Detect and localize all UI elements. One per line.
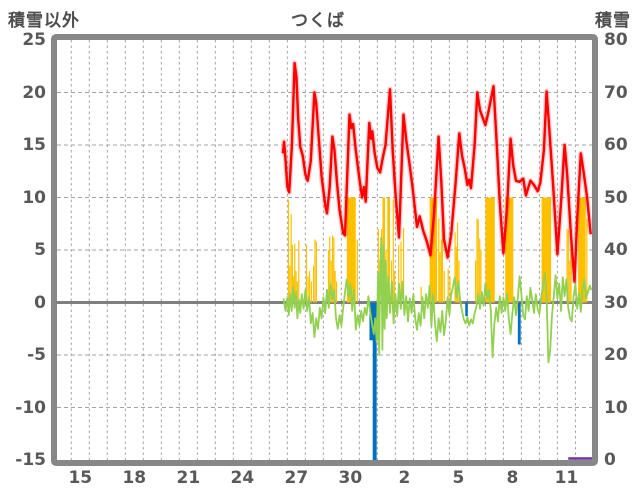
orange-bar bbox=[477, 219, 479, 303]
orange-bar bbox=[295, 271, 297, 303]
orange-bar bbox=[310, 281, 312, 303]
orange-bar bbox=[330, 260, 332, 303]
orange-bar bbox=[485, 197, 495, 303]
x-axis-tick-label: 11 bbox=[554, 468, 579, 488]
x-axis-tick-label: 30 bbox=[338, 468, 363, 488]
orange-bar bbox=[566, 229, 568, 303]
orange-bar bbox=[312, 265, 315, 303]
orange-bar bbox=[443, 271, 445, 303]
left-axis-tick-label: -10 bbox=[15, 397, 46, 418]
orange-bar bbox=[441, 223, 444, 303]
chart-frame bbox=[51, 34, 598, 466]
orange-bar bbox=[505, 197, 514, 303]
orange-bar bbox=[586, 218, 588, 303]
orange-bar bbox=[474, 260, 477, 303]
x-axis-tick-label: 8 bbox=[506, 468, 519, 488]
orange-bar bbox=[329, 236, 331, 303]
orange-bar bbox=[439, 252, 441, 303]
orange-bar bbox=[455, 246, 457, 303]
orange-bar bbox=[476, 218, 478, 303]
green-series-line bbox=[282, 236, 592, 364]
orange-bar bbox=[298, 240, 300, 303]
orange-bar bbox=[402, 227, 405, 303]
orange-bar bbox=[392, 199, 394, 303]
orange-bar bbox=[569, 260, 571, 303]
right-axis-tick-label: 40 bbox=[604, 240, 628, 260]
orange-bar bbox=[387, 197, 390, 303]
right-axis-tick-label: 60 bbox=[604, 135, 628, 155]
orange-bar bbox=[440, 239, 442, 303]
red-series-line bbox=[281, 61, 592, 283]
orange-bar bbox=[420, 286, 422, 303]
orange-bar bbox=[287, 199, 290, 303]
orange-bar bbox=[377, 229, 379, 303]
orange-bar bbox=[289, 265, 291, 303]
orange-bar bbox=[570, 234, 572, 303]
blue-bar bbox=[465, 302, 468, 317]
x-axis-tick-label: 24 bbox=[230, 468, 255, 488]
orange-bar bbox=[307, 276, 309, 303]
orange-bar bbox=[456, 222, 459, 303]
left-axis-tick-label: 5 bbox=[34, 240, 46, 260]
orange-bar bbox=[438, 218, 440, 303]
blue-bar bbox=[372, 302, 377, 461]
right-axis-tick-label: 20 bbox=[604, 345, 628, 365]
orange-bar bbox=[308, 271, 311, 303]
orange-bar bbox=[333, 237, 335, 303]
right-axis-tick-label: 10 bbox=[604, 397, 628, 418]
x-axis-tick-label: 18 bbox=[122, 468, 147, 488]
orange-bar bbox=[294, 243, 296, 303]
orange-bar bbox=[314, 239, 316, 303]
left-axis-tick-label: 0 bbox=[34, 292, 46, 313]
orange-bar bbox=[479, 238, 481, 303]
orange-bar bbox=[449, 276, 451, 303]
left-axis-tick-label: 20 bbox=[22, 82, 46, 103]
orange-bar bbox=[332, 235, 334, 303]
orange-bar bbox=[578, 197, 586, 303]
orange-bar bbox=[346, 197, 356, 303]
orange-bar bbox=[429, 197, 438, 303]
orange-bar bbox=[541, 197, 552, 303]
blue-bar bbox=[517, 302, 521, 345]
right-axis-title: 積雪 bbox=[595, 11, 631, 31]
left-axis-tick-label: -15 bbox=[15, 450, 46, 470]
orange-bar bbox=[315, 241, 318, 303]
orange-bar bbox=[400, 241, 402, 303]
orange-bar bbox=[296, 281, 298, 303]
right-axis-tick-label: 80 bbox=[604, 30, 628, 50]
left-axis-tick-label: 25 bbox=[22, 30, 46, 50]
orange-bar bbox=[305, 244, 308, 303]
right-axis-tick-label: 70 bbox=[604, 82, 628, 103]
x-axis-tick-label: 21 bbox=[176, 468, 201, 488]
left-axis-title: 積雪以外 bbox=[8, 11, 80, 31]
orange-bar bbox=[454, 232, 456, 303]
left-axis-tick-label: -5 bbox=[27, 345, 46, 365]
right-axis-tick-label: 50 bbox=[604, 187, 628, 208]
x-axis-tick-label: 27 bbox=[284, 468, 309, 488]
orange-bar bbox=[335, 281, 338, 303]
left-axis-tick-label: 10 bbox=[22, 187, 46, 208]
right-axis-tick-label: 0 bbox=[604, 450, 616, 470]
left-axis-tick-label: 15 bbox=[22, 135, 46, 155]
orange-bar bbox=[291, 244, 294, 303]
orange-bar bbox=[356, 239, 358, 303]
orange-bar bbox=[398, 244, 400, 303]
orange-bar bbox=[480, 250, 482, 303]
x-axis-tick-label: 2 bbox=[398, 468, 411, 488]
orange-bar bbox=[393, 271, 396, 303]
right-axis-tick-label: 30 bbox=[604, 292, 628, 313]
orange-bar bbox=[327, 250, 330, 303]
orange-bar bbox=[567, 230, 569, 303]
orange-bar bbox=[290, 214, 292, 303]
chart-title: つくば bbox=[291, 11, 345, 31]
orange-bar bbox=[447, 268, 449, 303]
x-axis-tick-label: 5 bbox=[452, 468, 465, 488]
orange-bar bbox=[334, 271, 336, 303]
x-axis-tick-label: 15 bbox=[68, 468, 93, 488]
